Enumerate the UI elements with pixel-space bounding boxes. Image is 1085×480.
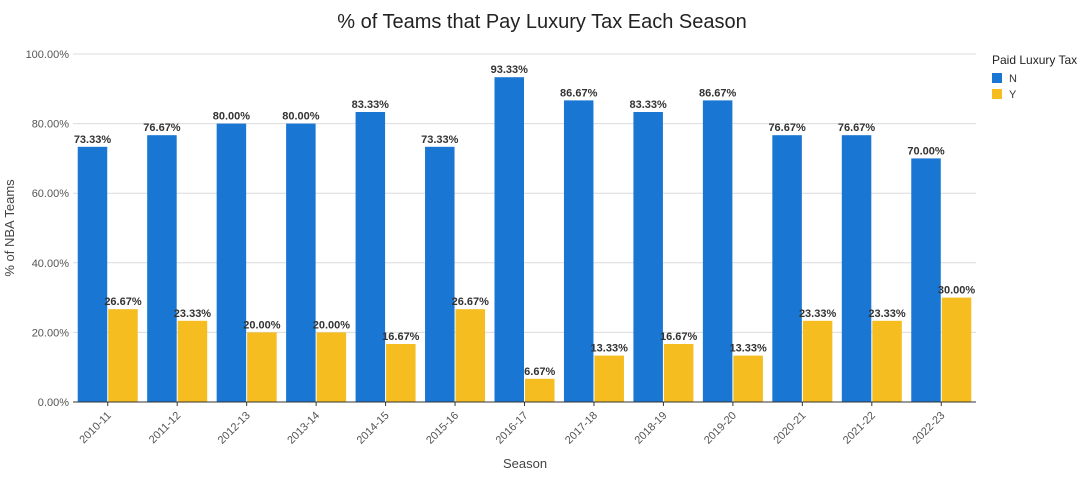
bar-y-2018-19[interactable] bbox=[663, 343, 694, 402]
legend-title: Paid Luxury Tax bbox=[992, 53, 1077, 67]
bar-n-2012-13[interactable] bbox=[216, 123, 247, 402]
data-label: 73.33% bbox=[74, 134, 112, 146]
bar-n-2011-12[interactable] bbox=[147, 135, 177, 402]
x-tick-label: 2014-15 bbox=[355, 410, 392, 447]
y-tick-label: 0.00% bbox=[38, 397, 69, 409]
data-label: 76.67% bbox=[838, 122, 876, 134]
y-tick-label: 20.00% bbox=[32, 327, 70, 339]
data-label: 80.00% bbox=[282, 111, 320, 123]
data-label: 23.33% bbox=[174, 308, 212, 320]
bar-y-2020-21[interactable] bbox=[802, 320, 833, 402]
bar-y-2019-20[interactable] bbox=[733, 355, 763, 402]
data-label: 23.33% bbox=[799, 308, 837, 320]
bar-y-2012-13[interactable] bbox=[247, 332, 277, 402]
bar-y-2014-15[interactable] bbox=[386, 343, 416, 402]
data-labels: 73.33% 26.67% 76.67% 23.33% 80.00% 20.00% 80.0… bbox=[74, 64, 976, 378]
data-label: 26.67% bbox=[104, 296, 142, 308]
bar-n-2014-15[interactable] bbox=[355, 112, 386, 402]
bar-n-2016-17[interactable] bbox=[494, 77, 525, 402]
data-label: 20.00% bbox=[243, 319, 281, 331]
data-label: 83.33% bbox=[630, 99, 668, 111]
data-label: 86.67% bbox=[560, 87, 598, 99]
y-tick-label: 60.00% bbox=[32, 188, 70, 200]
bar-y-2013-14[interactable] bbox=[316, 332, 347, 402]
bar-y-2011-12[interactable] bbox=[177, 320, 208, 402]
data-label: 16.67% bbox=[382, 331, 420, 343]
data-label: 20.00% bbox=[313, 319, 351, 331]
data-label: 76.67% bbox=[143, 122, 181, 134]
bar-y-2016-17[interactable] bbox=[525, 378, 555, 402]
x-tick-label: 2010-11 bbox=[77, 410, 113, 446]
x-tick-label: 2022-23 bbox=[910, 410, 947, 447]
y-tick-label: 40.00% bbox=[32, 258, 70, 270]
legend-swatch-y[interactable] bbox=[992, 89, 1002, 99]
x-tick-label: 2018-19 bbox=[633, 410, 670, 447]
x-tick-label: 2013-14 bbox=[285, 410, 322, 447]
bar-n-2021-22[interactable] bbox=[841, 135, 872, 402]
data-label: 76.67% bbox=[768, 122, 806, 134]
chart-title: % of Teams that Pay Luxury Tax Each Seas… bbox=[337, 11, 747, 33]
data-label: 83.33% bbox=[352, 99, 390, 111]
gridlines bbox=[73, 53, 976, 333]
x-axis-title: Season bbox=[503, 456, 547, 471]
x-tick-label: 2017-18 bbox=[563, 410, 600, 447]
bars bbox=[77, 77, 972, 402]
x-tick-label: 2020-21 bbox=[771, 410, 808, 447]
data-label: 93.33% bbox=[491, 64, 529, 76]
legend[interactable]: NY bbox=[992, 73, 1017, 101]
bar-y-2021-22[interactable] bbox=[872, 320, 902, 402]
data-label: 70.00% bbox=[907, 145, 945, 157]
bar-y-2017-18[interactable] bbox=[594, 355, 624, 402]
y-axis-title: % of NBA Teams bbox=[2, 179, 17, 277]
x-tick-label: 2019-20 bbox=[702, 410, 739, 447]
data-label: 80.00% bbox=[213, 111, 251, 123]
legend-swatch-n[interactable] bbox=[992, 73, 1002, 83]
bar-y-2022-23[interactable] bbox=[941, 297, 972, 402]
y-tick-label: 80.00% bbox=[32, 119, 70, 131]
bar-y-2015-16[interactable] bbox=[455, 309, 486, 402]
bar-n-2022-23[interactable] bbox=[911, 158, 941, 402]
data-label: 26.67% bbox=[452, 296, 490, 308]
bar-n-2015-16[interactable] bbox=[425, 146, 455, 402]
data-label: 16.67% bbox=[660, 331, 698, 343]
legend-label-y[interactable]: Y bbox=[1009, 89, 1017, 101]
data-label: 73.33% bbox=[421, 134, 459, 146]
bar-y-2010-11[interactable] bbox=[108, 309, 138, 402]
data-label: 30.00% bbox=[938, 285, 976, 297]
bar-n-2020-21[interactable] bbox=[772, 135, 802, 402]
bar-n-2018-19[interactable] bbox=[633, 112, 663, 402]
bar-n-2017-18[interactable] bbox=[563, 100, 594, 402]
legend-label-n[interactable]: N bbox=[1009, 73, 1017, 85]
x-tick-label: 2015-16 bbox=[424, 410, 461, 447]
data-label: 13.33% bbox=[591, 343, 629, 355]
y-tick-label: 100.00% bbox=[26, 49, 70, 61]
x-tick-label: 2012-13 bbox=[216, 410, 253, 447]
data-label: 23.33% bbox=[868, 308, 906, 320]
x-tick-label: 2011-12 bbox=[147, 410, 183, 446]
bar-n-2010-11[interactable] bbox=[77, 146, 108, 402]
data-label: 13.33% bbox=[729, 343, 767, 355]
bar-n-2019-20[interactable] bbox=[702, 100, 733, 402]
x-tick-label: 2021-22 bbox=[841, 410, 878, 447]
data-label: 86.67% bbox=[699, 87, 737, 99]
x-tick-label: 2016-17 bbox=[494, 410, 531, 447]
bar-n-2013-14[interactable] bbox=[286, 123, 316, 402]
data-label: 6.67% bbox=[524, 366, 555, 378]
